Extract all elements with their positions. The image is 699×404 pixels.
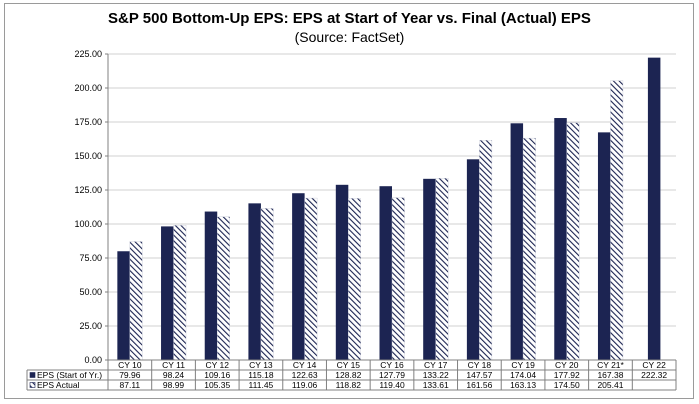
y-tick-label: 50.00 [79,287,102,297]
data-label: 161.56 [466,380,492,390]
bar-actual [217,216,230,361]
x-tick-label: CY 20 [555,360,579,370]
x-tick-label: CY 13 [249,360,273,370]
data-label: 98.24 [163,370,185,380]
bar-actual [435,178,449,361]
bar-actual [522,137,536,361]
chart-title: S&P 500 Bottom-Up EPS: EPS at Start of Y… [108,10,591,27]
bar-start-of-year [423,178,436,360]
bar-actual [129,241,143,361]
bar-actual [566,122,580,361]
data-label: 79.96 [119,370,141,380]
data-label: 174.04 [510,370,536,380]
bar-start-of-year [597,132,611,360]
x-tick-label: CY 22 [642,360,666,370]
x-tick-label: CY 19 [511,360,535,370]
chart-subtitle: (Source: FactSet) [294,29,405,45]
data-label: 222.32 [641,370,667,380]
bar-start-of-year [554,118,567,360]
data-label: 109.16 [204,370,230,380]
bars [117,57,661,361]
bar-start-of-year [204,211,218,360]
legend-label: EPS (Start of Yr.) [37,370,102,380]
y-tick-label: 0.00 [84,355,102,365]
bar-start-of-year [466,159,480,360]
y-tick-label: 225.00 [74,49,102,59]
y-tick-label: 125.00 [74,185,102,195]
data-label: 105.35 [204,380,230,390]
bar-actual [391,197,405,361]
data-label: 147.57 [466,370,492,380]
x-tick-label: CY 21* [597,360,624,370]
y-tick-label: 25.00 [79,321,102,331]
data-label: 128.82 [335,370,361,380]
bar-start-of-year [117,251,130,360]
bar-actual [610,80,624,361]
bar-actual [173,225,187,361]
data-label: 205.41 [597,380,623,390]
bar-actual [260,208,274,361]
x-tick-label: CY 18 [468,360,492,370]
data-label: 98.99 [163,380,185,390]
axes: 0.00 25.00 50.00 75.00 100.00 125.00 150.00 175… [74,49,109,365]
legend-label: EPS Actual [37,380,80,390]
legend-key [29,372,36,378]
bar-start-of-year [379,186,392,360]
bar-start-of-year [335,184,349,360]
bar-actual [304,197,318,361]
x-tick-label: CY 14 [293,360,317,370]
data-label: 133.61 [423,380,449,390]
data-label: 177.92 [554,370,580,380]
x-tick-label: CY 10 [118,360,142,370]
data-table: CY 10 CY 11 CY 12 CY 13 CY 14 CY 15 CY 16 CY 17… [26,359,677,391]
x-tick-label: CY 12 [205,360,229,370]
x-tick-label: CY 15 [337,360,361,370]
data-label: 163.13 [510,380,536,390]
y-tick-label: 150.00 [74,151,102,161]
data-label: 174.50 [554,380,580,390]
y-tick-label: 175.00 [74,117,102,127]
data-label: 122.63 [292,370,318,380]
bar-actual [348,198,362,361]
y-tick-label: 100.00 [74,219,102,229]
x-tick-label: CY 16 [380,360,404,370]
legend-key [29,382,36,388]
bar-start-of-year [647,57,661,360]
data-label: 115.18 [248,370,274,380]
data-label: 119.06 [292,380,318,390]
bar-start-of-year [161,226,174,360]
x-tick-label: CY 17 [424,360,448,370]
bar-start-of-year [510,123,524,360]
y-tick-label: 75.00 [79,253,102,263]
x-tick-label: CY 11 [162,360,185,370]
y-tick-label: 200.00 [74,83,102,93]
bar-start-of-year [248,203,261,360]
data-label: 111.45 [249,380,274,390]
data-label: 87.11 [120,380,141,390]
bar-actual [479,140,493,361]
data-label: 118.82 [336,380,362,390]
data-label: 133.22 [423,370,449,380]
data-label: 127.79 [379,370,405,380]
bar-start-of-year [292,193,305,360]
data-label: 167.38 [597,370,623,380]
data-label: 119.40 [379,380,405,390]
